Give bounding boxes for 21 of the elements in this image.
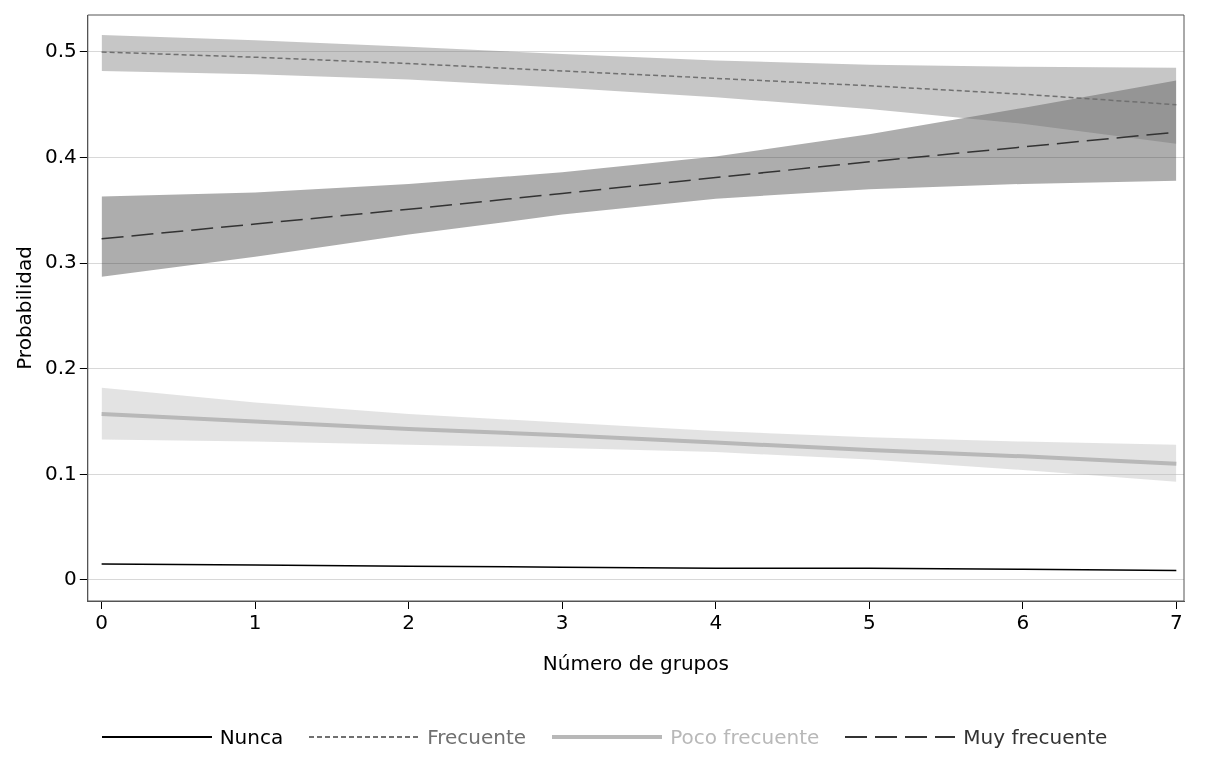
y-tick-label: 0.3	[44, 249, 77, 274]
x-tick-label: 1	[248, 610, 262, 635]
x-axis-title: Número de grupos	[542, 651, 729, 676]
x-tick-label: 6	[1016, 610, 1030, 635]
text: Nunca	[219, 725, 284, 749]
x-tick-label: 7	[1169, 610, 1183, 635]
text: Muy frecuente	[963, 725, 1108, 749]
text: Frecuente	[427, 725, 527, 749]
x-tick-label: 3	[555, 610, 569, 635]
x-tick-label: 4	[709, 610, 723, 635]
y-tick-label: 0.2	[44, 354, 77, 379]
y-axis-title: Probabilidad	[12, 246, 37, 370]
x-tick-label: 5	[862, 610, 876, 635]
x-tick-label: 0	[95, 610, 108, 635]
text: Poco frecuente	[670, 725, 820, 749]
y-tick-label: 0	[64, 566, 77, 591]
line-series	[100, 51, 1178, 106]
y-tick-label: 0.1	[44, 460, 77, 485]
x-tick-label: 2	[402, 610, 416, 635]
y-tick-label: 0.5	[44, 38, 77, 63]
y-tick-label: 0.4	[44, 143, 77, 168]
